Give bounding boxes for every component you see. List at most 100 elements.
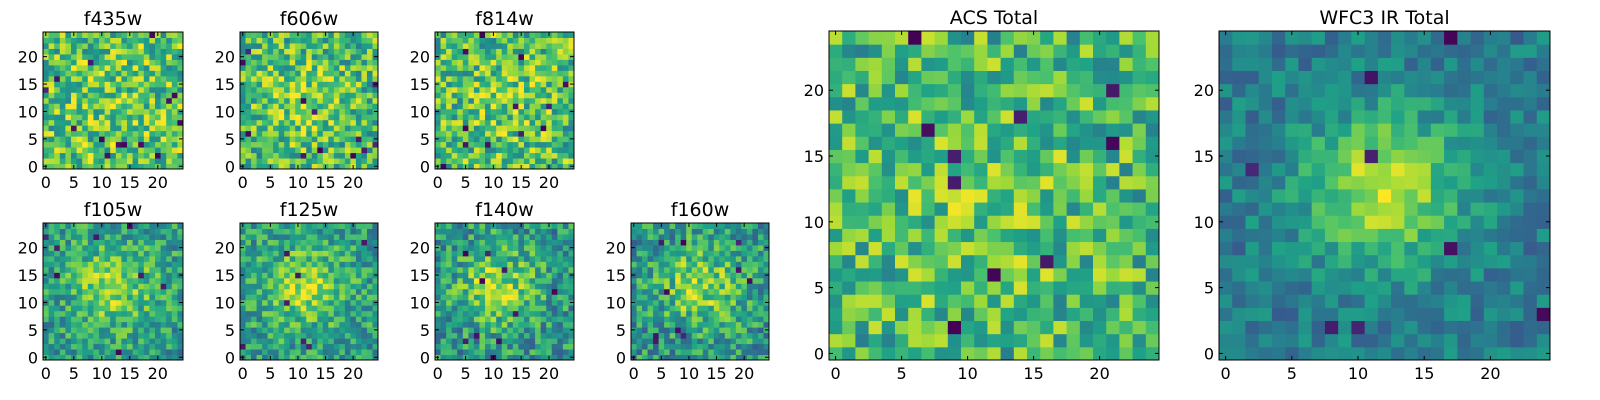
heatmap-cell [300, 299, 307, 306]
heatmap-cell [54, 103, 61, 110]
heatmap-cell [741, 266, 748, 273]
heatmap-cell [245, 327, 252, 334]
heatmap-cell [680, 343, 687, 350]
heatmap-cell [284, 310, 291, 317]
heatmap-cell [295, 70, 302, 77]
heatmap-cell [87, 86, 94, 93]
heatmap-cell [143, 70, 150, 77]
heatmap-cell [171, 316, 178, 323]
heatmap-cell [306, 158, 313, 165]
heatmap-cell [708, 294, 715, 301]
heatmap-cell [267, 59, 274, 66]
heatmap-cell [160, 294, 167, 301]
heatmap-cell [289, 147, 296, 154]
heatmap-cell [344, 37, 351, 44]
heatmap-cell [546, 299, 553, 306]
heatmap-cell [518, 277, 525, 284]
y-tick-label: 5 [616, 321, 626, 340]
heatmap-cell [462, 228, 469, 235]
heatmap-cell [104, 141, 111, 148]
heatmap-cell [160, 310, 167, 317]
heatmap-cell [675, 272, 682, 279]
heatmap-cell [171, 114, 178, 121]
heatmap-cell [355, 141, 362, 148]
heatmap-cell [115, 75, 122, 82]
heatmap-cell [557, 147, 564, 154]
heatmap-cell [71, 130, 78, 137]
heatmap-cell [366, 81, 373, 88]
heatmap-cell [741, 233, 748, 240]
heatmap-cell [245, 48, 252, 55]
heatmap-cell [1027, 175, 1041, 190]
heatmap-cell [702, 327, 709, 334]
heatmap-cell [372, 86, 379, 93]
heatmap-cell [344, 147, 351, 154]
heatmap-cell [974, 333, 988, 348]
heatmap-cell [350, 250, 357, 257]
heatmap-cell [155, 294, 162, 301]
heatmap-cell [333, 114, 340, 121]
heatmap-cell [366, 354, 373, 361]
heatmap-cell [1027, 241, 1041, 256]
heatmap-cell [138, 223, 145, 229]
heatmap-cell [512, 53, 519, 60]
x-tick-label: 0 [433, 173, 443, 192]
heatmap-cell [278, 59, 285, 66]
heatmap-cell [974, 188, 988, 203]
heatmap-cell [702, 310, 709, 317]
heatmap-cell [708, 233, 715, 240]
heatmap-cell [921, 215, 936, 229]
heatmap-cell [669, 338, 676, 345]
heatmap-cell [746, 283, 753, 290]
heatmap-cell [104, 53, 111, 60]
heatmap-cell [1053, 175, 1068, 190]
heatmap-cell [48, 59, 55, 66]
heatmap-cell [115, 48, 122, 55]
heatmap-cell [262, 136, 269, 143]
heatmap-cell [311, 244, 318, 251]
heatmap-cell [479, 103, 486, 110]
heatmap-cell [262, 152, 269, 159]
heatmap-cell [551, 223, 558, 229]
heatmap-cell [251, 32, 258, 38]
heatmap-cell [262, 125, 269, 132]
heatmap-cell [284, 86, 291, 93]
heatmap-cell [708, 239, 715, 246]
heatmap-cell [1093, 346, 1107, 361]
heatmap-cell [518, 244, 525, 251]
heatmap-cell [43, 141, 50, 148]
heatmap-cell [267, 272, 274, 279]
heatmap-cell [333, 310, 340, 317]
heatmap-cell [535, 272, 542, 279]
heatmap-cell [1079, 294, 1094, 308]
heatmap-cell [664, 255, 671, 262]
heatmap-cell [361, 92, 368, 99]
heatmap-cell [71, 158, 78, 165]
heatmap-cell [546, 103, 553, 110]
heatmap-cell [675, 261, 682, 268]
heatmap-cell [518, 261, 525, 268]
heatmap-cell [974, 346, 988, 361]
heatmap-cell [361, 64, 368, 71]
heatmap-cell [262, 53, 269, 60]
heatmap-cell [59, 338, 66, 345]
x-tick-label: 15 [120, 364, 140, 383]
heatmap-cell [127, 299, 134, 306]
heatmap-cell [501, 239, 508, 246]
heatmap-cell [328, 147, 335, 154]
heatmap-cell [1040, 294, 1054, 308]
heatmap-cell [855, 149, 870, 164]
heatmap-cell [245, 255, 252, 262]
heatmap-cell [82, 75, 89, 82]
heatmap-cell [479, 75, 486, 82]
heatmap-cell [934, 228, 949, 243]
heatmap-cell [507, 272, 514, 279]
heatmap-cell [697, 277, 704, 284]
heatmap-cell [127, 147, 134, 154]
heatmap-cell [473, 261, 480, 268]
heatmap-cell [273, 272, 280, 279]
heatmap-cell [691, 266, 698, 273]
heatmap-cell [82, 119, 89, 126]
heatmap-cell [435, 305, 442, 312]
